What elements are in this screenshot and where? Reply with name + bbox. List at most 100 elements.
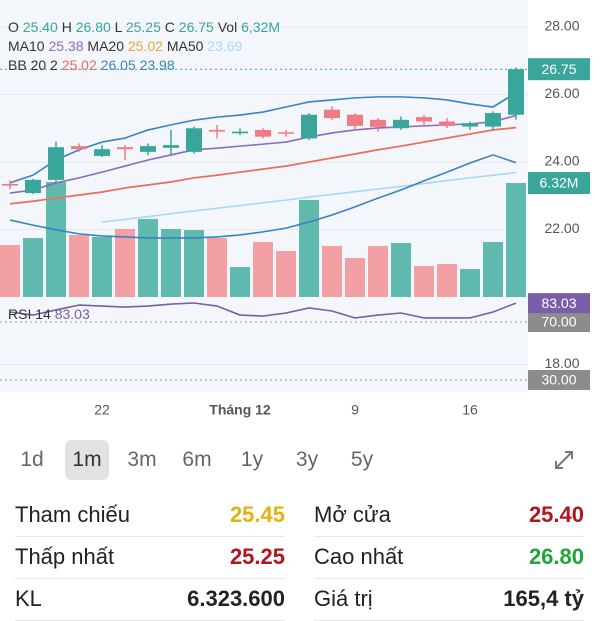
rsi-label: 83.03 bbox=[541, 295, 576, 311]
legend-item: MA50 bbox=[167, 38, 204, 54]
stat-row: Thấp nhất 25.25 bbox=[15, 536, 285, 579]
candle-body bbox=[439, 121, 455, 126]
y-tick-label: 28.00 bbox=[544, 18, 579, 34]
candle-body bbox=[48, 147, 64, 180]
legend-item: 23.69 bbox=[207, 38, 242, 54]
y-tick-label: 24.00 bbox=[544, 153, 579, 169]
volume-bar bbox=[92, 236, 112, 297]
candle-body bbox=[163, 145, 179, 148]
candle-body bbox=[232, 131, 248, 134]
volume-bar bbox=[69, 234, 89, 297]
volume-bar bbox=[414, 265, 434, 297]
candle-body bbox=[2, 183, 18, 186]
stat-value: 25.40 bbox=[528, 502, 584, 527]
volume-bar bbox=[0, 245, 20, 297]
candle-body bbox=[94, 149, 110, 156]
x-tick-label: 16 bbox=[462, 402, 478, 418]
timeframe-button[interactable]: 1m bbox=[65, 440, 109, 480]
timeframe-button[interactable]: 3m bbox=[127, 448, 157, 471]
stat-row: Mở cửa 25.40 bbox=[314, 494, 584, 537]
volume-bar bbox=[253, 241, 273, 297]
candle-body bbox=[324, 109, 340, 119]
rsi-tick-box bbox=[528, 370, 590, 390]
volume-label-box bbox=[528, 171, 590, 194]
legend-row: BB 20 2 25.02 26.05 23.98 bbox=[8, 57, 175, 73]
legend-item: C bbox=[165, 19, 175, 35]
volume-bar bbox=[46, 181, 66, 297]
candle-body bbox=[278, 132, 294, 134]
legend-item: 25.40 bbox=[23, 19, 58, 35]
rsi-tick-label: 70.00 bbox=[541, 314, 576, 330]
candle-body bbox=[25, 179, 41, 194]
legend-item: 23.98 bbox=[140, 57, 175, 73]
y-tick-label: 22.00 bbox=[544, 220, 579, 236]
volume-bar bbox=[368, 245, 388, 297]
volume-bar bbox=[184, 230, 204, 297]
expand-icon[interactable] bbox=[552, 448, 576, 472]
legend-item: 6,32M bbox=[241, 19, 280, 35]
stat-label: Thấp nhất bbox=[15, 544, 115, 569]
rsi-line bbox=[9, 302, 517, 319]
timeframe-button[interactable]: 5y bbox=[350, 448, 374, 471]
stat-label: Cao nhất bbox=[314, 544, 404, 569]
legend-item: 25.02 bbox=[62, 57, 97, 73]
y-tick-label: 26.00 bbox=[544, 85, 579, 101]
volume-bar bbox=[483, 241, 503, 297]
stat-label: Mở cửa bbox=[314, 502, 391, 527]
timeframe-button[interactable]: 6m bbox=[182, 448, 212, 471]
candle-body bbox=[347, 114, 363, 126]
candle-body bbox=[416, 117, 432, 122]
candle-body bbox=[462, 123, 478, 127]
volume-bar bbox=[437, 263, 457, 297]
candle-body bbox=[301, 114, 317, 139]
legend-item: MA10 bbox=[8, 38, 45, 54]
candle-body bbox=[71, 146, 87, 150]
timeframe-bar: 1d 1m 3m 6m 1y 3y 5y bbox=[10, 440, 590, 480]
volume-bar bbox=[506, 182, 526, 297]
y-tick-label: 18.00 bbox=[544, 355, 579, 371]
volume-bar bbox=[161, 228, 181, 297]
stat-value: 6.323.600 bbox=[187, 586, 285, 611]
stat-row: Cao nhất 26.80 bbox=[314, 536, 584, 579]
legend-item: O bbox=[8, 19, 19, 35]
legend-row: MA10 25.38 MA20 25.02 MA50 23.69 bbox=[8, 38, 243, 54]
volume-bar bbox=[276, 250, 296, 297]
candle-body bbox=[393, 119, 409, 129]
candle-body bbox=[255, 129, 271, 137]
rsi-tick-box bbox=[528, 312, 590, 332]
x-tick-label: 9 bbox=[351, 402, 359, 418]
volume-label: 6.32M bbox=[540, 175, 579, 191]
plot-background bbox=[0, 0, 528, 392]
legend-item: 25.25 bbox=[126, 19, 161, 35]
volume-bar bbox=[115, 228, 135, 297]
candle-body bbox=[508, 69, 524, 115]
legend-item: 26.05 bbox=[101, 57, 136, 73]
ma-line bbox=[9, 114, 517, 194]
rsi-tick-label: 30.00 bbox=[541, 372, 576, 388]
volume-bar bbox=[138, 219, 158, 297]
volume-bar bbox=[460, 269, 480, 297]
legend-item: 25.38 bbox=[48, 38, 83, 54]
legend-item: RSI 14 bbox=[8, 306, 51, 322]
volume-bar bbox=[23, 238, 43, 297]
legend-item: 26.80 bbox=[76, 19, 111, 35]
candle-body bbox=[140, 146, 156, 152]
legend-row: RSI 14 83.03 bbox=[8, 306, 90, 322]
bb-line bbox=[9, 92, 517, 184]
bb-line bbox=[9, 126, 517, 205]
stat-value: 25.45 bbox=[229, 502, 285, 527]
legend-item: Vol bbox=[218, 19, 237, 35]
volume-bar bbox=[207, 238, 227, 297]
candle-body bbox=[117, 147, 133, 150]
legend-item: H bbox=[62, 19, 72, 35]
candle-body bbox=[186, 128, 202, 152]
timeframe-button[interactable]: 1d bbox=[20, 448, 44, 471]
timeframe-button[interactable]: 1y bbox=[240, 448, 264, 471]
candle-body bbox=[209, 129, 225, 132]
stat-label: Giá trị bbox=[314, 586, 373, 611]
ma-line bbox=[101, 171, 517, 223]
timeframe-button[interactable]: 3y bbox=[295, 448, 319, 471]
x-tick-label: Tháng 12 bbox=[209, 402, 271, 418]
volume-bar bbox=[345, 258, 365, 297]
